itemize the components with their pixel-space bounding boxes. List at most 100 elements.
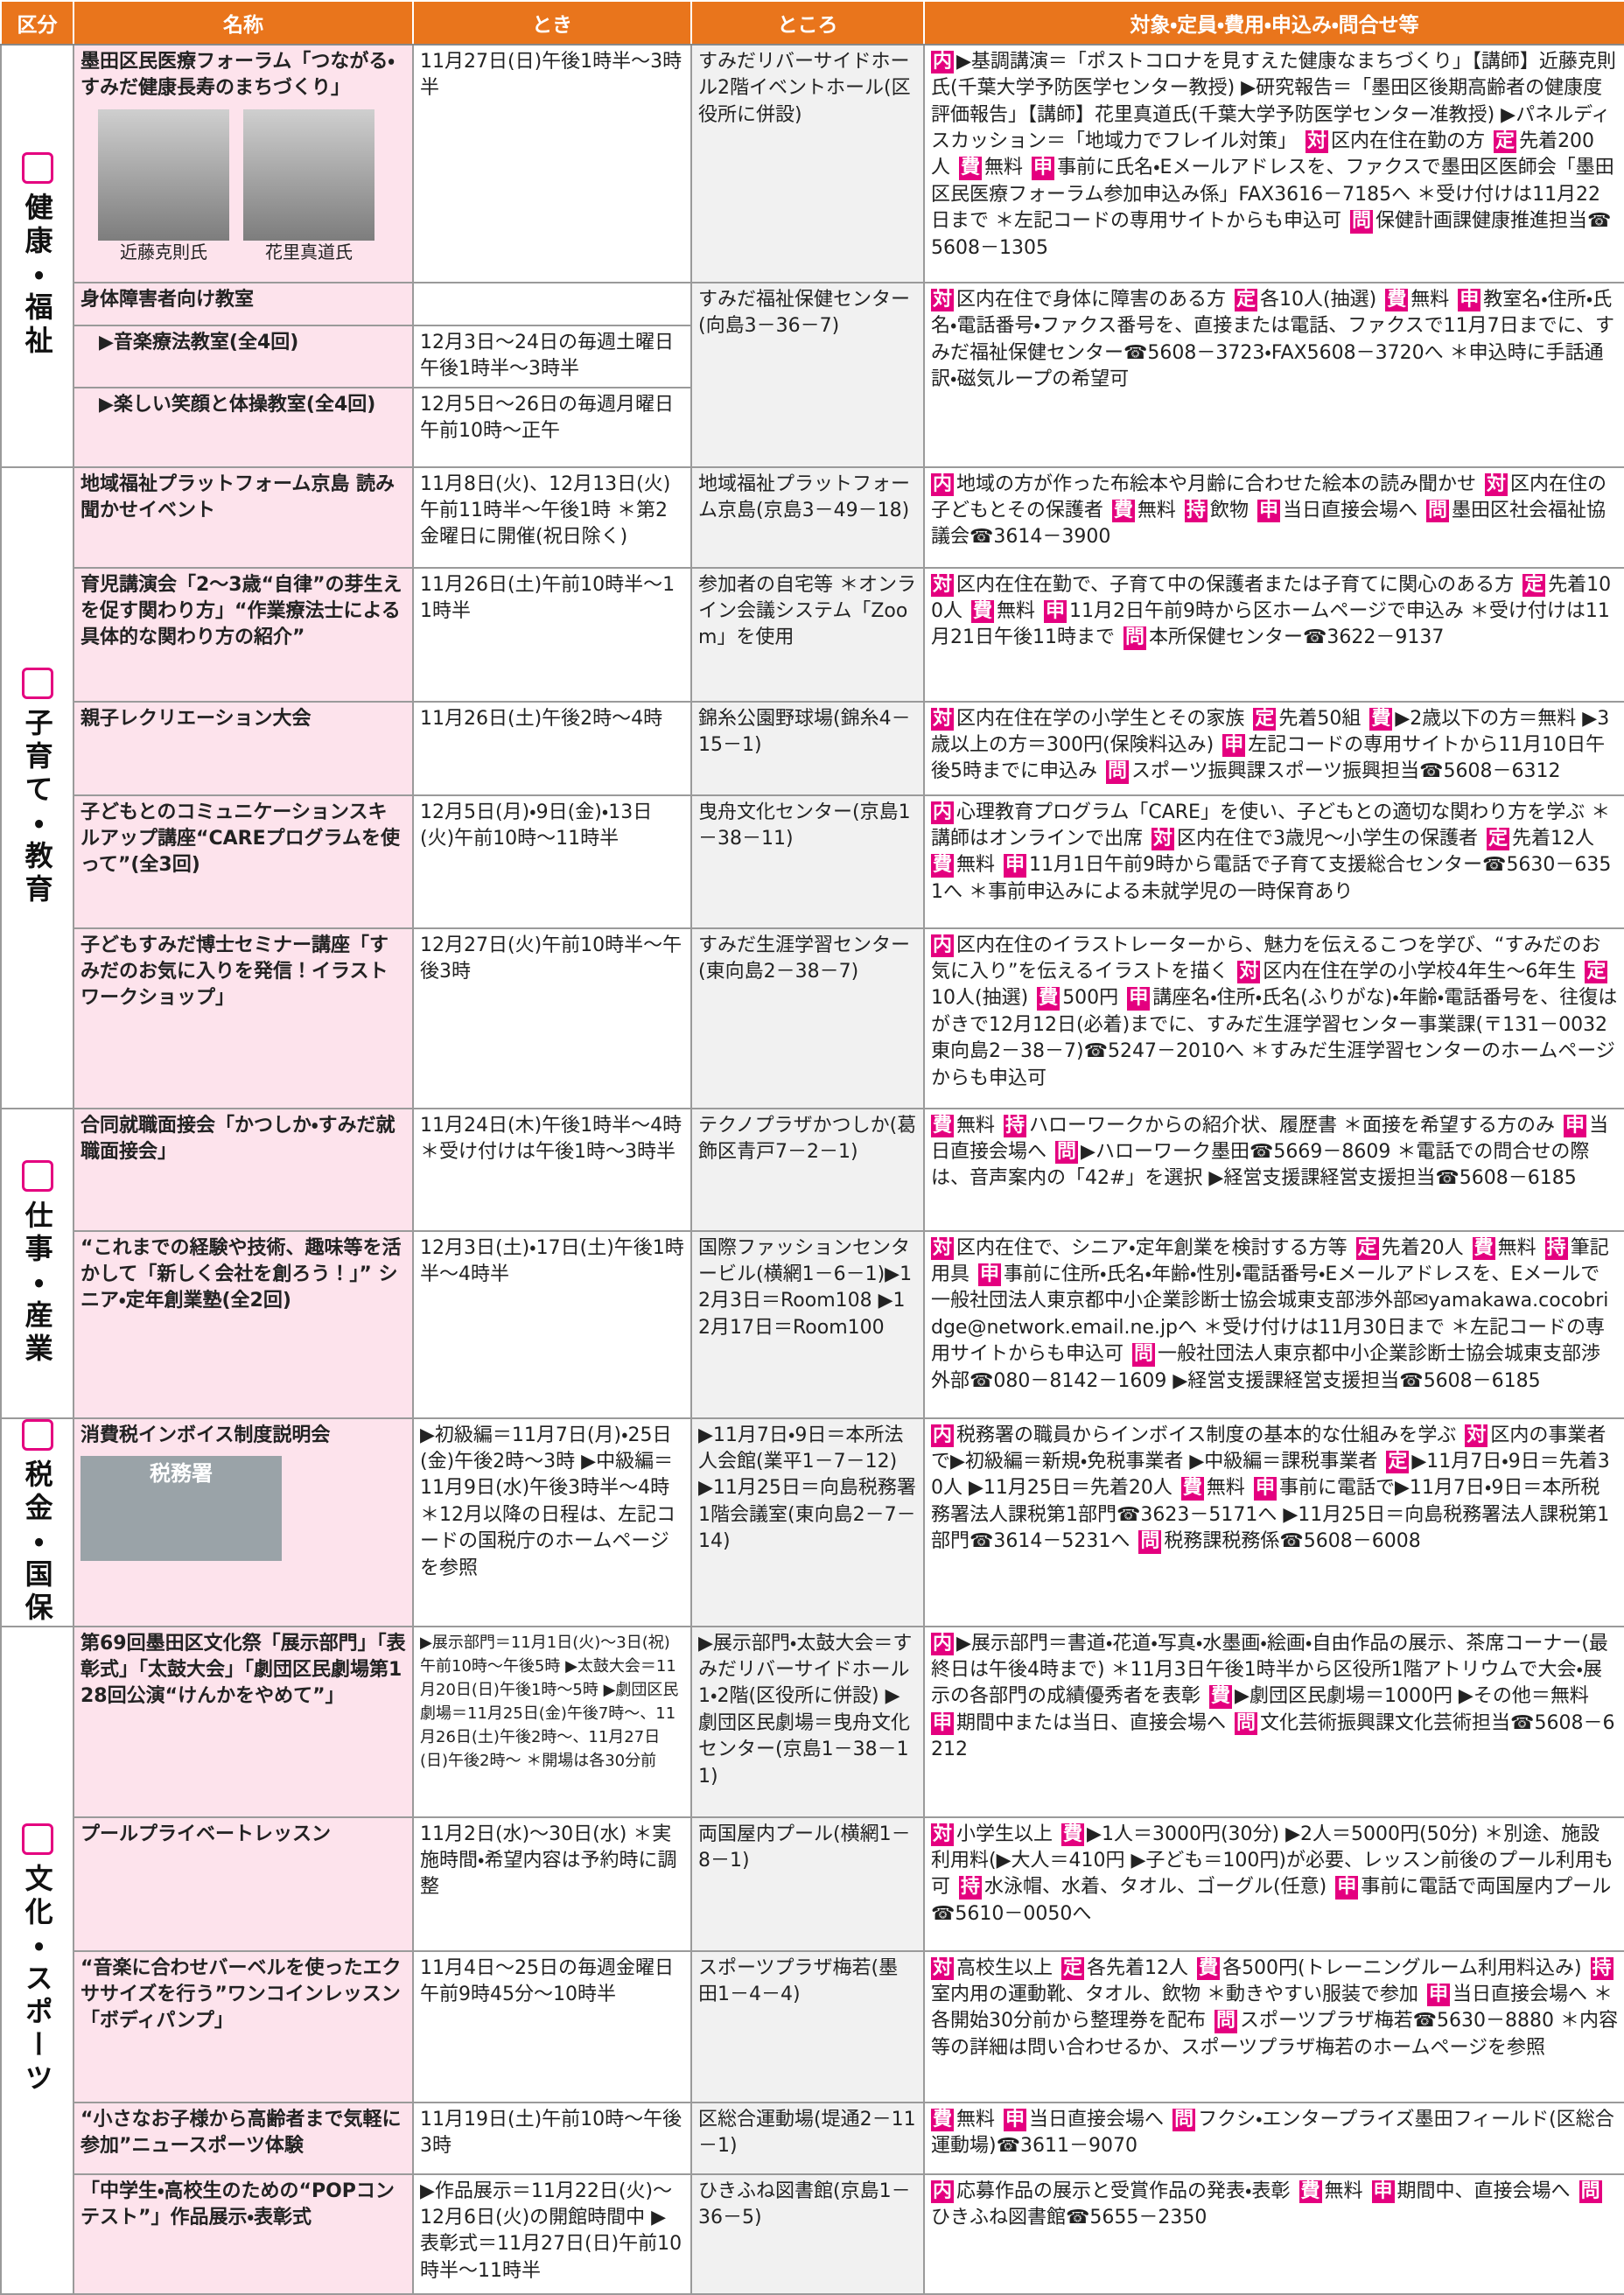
event-name: 子どもすみだ博士セミナー講座「すみだのお気に入りを発信！イラストワークショップ」 (80, 934, 389, 1010)
speaker-photo (98, 108, 229, 241)
detail-tag: 費 (931, 854, 955, 878)
detail-tag: 定 (1522, 573, 1546, 598)
event-name-cell: 墨田区民医療フォーラム「つながる・すみだ健康長寿のまちづくり」 近藤克則氏 花里真道… (73, 44, 414, 283)
detail-text: 区内在住で、シニア・定年創業を検討する方等 (956, 1236, 1348, 1259)
detail-tag: 持 (959, 1876, 983, 1900)
detail-item: 問本所保健センター☎3622－9137 (1124, 626, 1444, 650)
detail-tag: 費 (931, 2108, 955, 2132)
event-name: 消費税インボイス制度説明会 (80, 1424, 331, 1446)
detail-text: 11月2日午前9時から区ホームページで申込み ＊受け付けは11月21日午後11時… (931, 600, 1610, 649)
detail-text: 教室名・住所・氏名・電話番号・ファクス番号を、直接または電話、ファクスで11月7… (931, 289, 1614, 391)
speaker-caption: 花里真道氏 (265, 241, 353, 262)
detail-item: 費 500円 (1037, 987, 1118, 1011)
detail-text: フクシ・エンタープライズ墨田フィールド(区総合運動場)☎3611－9070 (931, 2108, 1614, 2158)
detail-tag: 申 (1458, 289, 1481, 312)
detail-item: 申事前に電話で両国屋内プール☎5610－0050へ (931, 1876, 1611, 1925)
detail-tag: 対 (931, 573, 955, 598)
place-cell: ▶11月7日・9日＝本所法人会館(業平1－7－12) ▶11月25日＝向島税務署… (690, 1417, 925, 1627)
category-box: 税金・国保 (3, 1419, 72, 1625)
detail-item: 対区内在住の子どもとその保護者 (931, 472, 1607, 522)
detail-item: 対区内の事業者で▶初級編＝新規・免税事業者 ▶中級編＝課税事業者 (931, 1424, 1606, 1473)
detail-tag: 内 (931, 1424, 955, 1448)
detail-item: 定先着200人 (931, 130, 1594, 178)
detail-tag: 定 (1061, 1956, 1085, 1981)
detail-text: 先着200人 (931, 130, 1595, 179)
detail-item: 問保健計画課健康推進担当☎5608－1305 (931, 210, 1611, 259)
sub-event-time: 12月5日～26日の毎週月曜日午前10時～正午 (412, 386, 692, 468)
category-icon (21, 1823, 53, 1856)
detail-text: 区内在住のイラストレーターから、魅力を伝えるこつを学び、“すみだのお気に入り”を… (931, 934, 1601, 983)
detail-tag: 問 (1235, 1711, 1258, 1736)
column-header: ところ (690, 0, 925, 45)
detail-tag: 対 (931, 289, 955, 312)
detail-item: 問一般社団法人東京都中小企業診断士協会城東支部渉外部☎080－8142－1609… (931, 1343, 1601, 1392)
detail-text: 期間中または当日、直接会場へ (956, 1711, 1227, 1734)
detail-tag: 問 (1132, 1343, 1156, 1367)
detail-item: 定先着100人 (931, 573, 1611, 622)
detail-item: 申事前に電話で▶11月7日・9日＝本所税務署法人課税第1部門☎3623－5171… (931, 1477, 1609, 1552)
time-cell: 11月24日(木)午後1時半～4時 ＊受け付けは午後1時～3時半 (412, 1107, 692, 1232)
event-name-cell: 第69回墨田区文化祭「展示部門」「表彰式」「太鼓大会」「劇団区民劇場第128回公… (73, 1625, 414, 1818)
time-cell: 12月3日(土)・17日(土)午後1時半～4時半 (412, 1229, 692, 1419)
table-row: 文化・スポーツ 第69回墨田区文化祭「展示部門」「表彰式」「太鼓大会」「劇団区民劇… (0, 1625, 1624, 2295)
detail-item: 定 10人(抽選) (931, 961, 1610, 1009)
detail-item: 申事前に住所・氏名・年齢・性別・電話番号・Eメールアドレスを、Eメールで一般社団… (931, 1263, 1608, 1365)
detail-item: 申当日直接会場へ (1004, 2108, 1164, 2132)
detail-text: ハローワークからの紹介状、履歴書 ＊面接を希望する方のみ (1029, 1114, 1556, 1137)
detail-tag: 対 (1237, 961, 1261, 984)
detail-tag: 定 (1253, 707, 1277, 731)
detail-tag: 対 (931, 707, 955, 731)
category-icon (21, 1419, 53, 1451)
detail-text: 事前に住所・氏名・年齢・性別・電話番号・Eメールアドレスを、Eメールで一般社団法… (931, 1263, 1609, 1366)
detail-tag: 申 (1004, 854, 1027, 878)
detail-text: 区内の事業者で▶初級編＝新規・免税事業者 ▶中級編＝課税事業者 (931, 1424, 1606, 1473)
place-cell: 参加者の自宅等 ＊オンライン会議システム「Zoom」を使用 (690, 566, 925, 703)
event-name-cell: 身体障害者向け教室 (73, 282, 414, 326)
detail-tag: 費 (1472, 1236, 1495, 1261)
time-cell: 11月26日(土)午後2時～4時 (412, 700, 692, 796)
detail-item: 申期間中、直接会場へ (1371, 2180, 1571, 2204)
detail-tag: 費 (1385, 289, 1409, 312)
table-row: 子どもすみだ博士セミナー講座「すみだのお気に入りを発信！イラストワークショップ」… (1, 927, 1624, 1109)
details-cell: 対区内在住在勤で、子育て中の保護者または子育てに関心のある方定先着100人費無料… (923, 566, 1624, 703)
detail-text: 区内在住の子どもとその保護者 (931, 472, 1607, 522)
detail-item: 定各先着12人 (1061, 1956, 1188, 1981)
event-name-cell: 地域福祉プラットフォーム京島 読み聞かせイベント (73, 465, 414, 569)
detail-tag: 対 (1485, 472, 1508, 497)
detail-tag: 持 (1184, 500, 1208, 523)
detail-text: 事前に電話で▶11月7日・9日＝本所税務署法人課税第1部門☎3623－5171へ… (931, 1477, 1610, 1553)
table-row: 「中学生・高校生のための“POPコンテスト”」作品展示・表彰式 ▶作品展示＝11月… (1, 2173, 1624, 2295)
detail-item: 内 ▶基調講演＝「ポストコロナを見すえた健康なまちづくり」【講師】近藤克則氏(千葉… (931, 51, 1616, 152)
details-cell: 費無料持ハローワークからの紹介状、履歴書 ＊面接を希望する方のみ申当日直接会場へ… (923, 1107, 1624, 1232)
detail-item: 費無料 (931, 854, 996, 878)
detail-item: 費無料 (959, 157, 1023, 180)
detail-item: 申教室名・住所・氏名・電話番号・ファクス番号を、直接または電話、ファクスで11月… (931, 289, 1614, 390)
detail-text: 一般社団法人東京都中小企業診断士協会城東支部渉外部☎080－8142－1609 … (931, 1343, 1601, 1392)
detail-text: 無料 (1206, 1477, 1245, 1500)
detail-text: 各10人(抽選) (1260, 289, 1377, 311)
event-name-cell: 消費税インボイス制度説明会 税務署 (73, 1417, 414, 1627)
detail-tag: 問 (1138, 1530, 1162, 1554)
table-row: “小さなお子様から高齢者まで気軽に参加”ニュースポーツ体験 11月19日(土)午前… (1, 2101, 1624, 2175)
time-cell: 12月27日(火)午前10時半～午後3時 (412, 927, 692, 1109)
detail-text: 無料 (1324, 2180, 1363, 2202)
event-name: 合同就職面接会「かつしか・すみだ就職面接会」 (80, 1114, 396, 1164)
detail-tag: 問 (1426, 500, 1450, 523)
event-name-cell: 育児講演会「2～3歳“自律”の芽生えを促す関わり方」“作業療法士による具体的な関… (73, 566, 414, 703)
details-cell: 内区内在住のイラストレーターから、魅力を伝えるこつを学び、“すみだのお気に入り”… (923, 927, 1624, 1109)
detail-tag: 申 (931, 1711, 955, 1736)
detail-text: 無料 (1497, 1236, 1536, 1259)
category-cell: 健康・福祉 (0, 44, 74, 468)
detail-item: 費 ▶1人＝3000円(30分) ▶2人＝5000円(50分) ＊別途、施設利用料… (931, 1823, 1614, 1898)
event-name: “音楽に合わせバーベルを使ったエクササイズを行う”ワンコインレッスン「ボディパン… (80, 1956, 402, 2033)
detail-text: 応募作品の展示と受賞作品の発表・表彰 (956, 2180, 1291, 2202)
detail-tag: 費 (1061, 1823, 1085, 1847)
place-cell: すみだリバーサイドホール2階イベントホール(区役所に併設) (690, 44, 925, 283)
detail-item: 申当日直接会場へ (1256, 500, 1418, 523)
detail-text: 無料 (956, 854, 996, 877)
detail-text: 講座名・住所・氏名(ふりがな)・年齢・電話番号を、往復はがきで12月12日(必着… (931, 987, 1618, 1089)
detail-tag: 申 (1564, 1114, 1587, 1138)
detail-text: 墨田区社会福祉協議会☎3614－3900 (931, 500, 1606, 549)
